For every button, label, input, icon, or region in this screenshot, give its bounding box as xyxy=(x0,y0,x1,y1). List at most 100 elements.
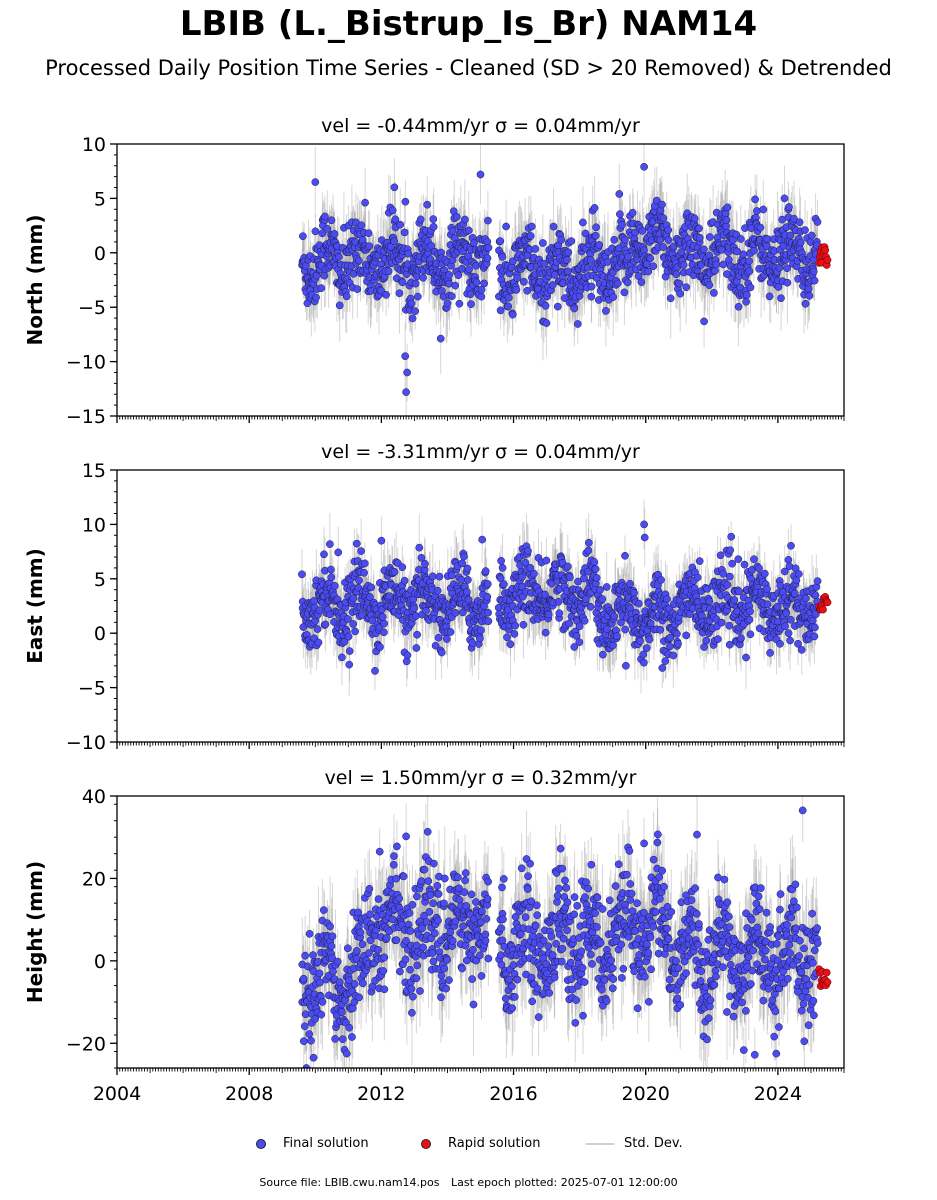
final-solution-point xyxy=(518,573,526,581)
final-solution-point xyxy=(504,293,513,302)
final-solution-point xyxy=(539,239,547,247)
final-solution-point xyxy=(523,286,532,295)
final-solution-point xyxy=(484,216,492,225)
final-solution-point xyxy=(695,224,703,233)
final-solution-point xyxy=(599,650,607,659)
final-solution-point xyxy=(497,556,505,565)
final-solution-point xyxy=(403,368,411,377)
final-solution-point xyxy=(795,218,804,227)
final-solution-point xyxy=(345,647,354,655)
y-tick-label: 10 xyxy=(82,134,106,156)
final-solution-point xyxy=(400,228,409,237)
final-solution-point xyxy=(422,606,430,615)
final-solution-point xyxy=(330,230,339,238)
final-solution-point xyxy=(796,238,805,247)
final-solution-point xyxy=(621,551,629,560)
final-solution-point xyxy=(700,317,708,326)
final-solution-point xyxy=(496,237,505,245)
final-solution-point xyxy=(472,278,481,287)
final-solution-point xyxy=(498,253,507,261)
final-solution-point xyxy=(609,641,617,650)
final-solution-point xyxy=(742,297,750,306)
y-axis-label: East (mm) xyxy=(23,548,47,664)
final-solution-point xyxy=(500,580,508,589)
final-solution-point xyxy=(511,621,520,630)
final-solution-point xyxy=(526,563,535,572)
final-solution-point xyxy=(429,222,438,231)
final-solution-point xyxy=(753,207,761,215)
final-solution-point xyxy=(367,583,376,592)
final-solution-point xyxy=(477,626,485,635)
final-solution-point xyxy=(355,576,363,585)
final-solution-point xyxy=(380,619,389,628)
final-solution-point xyxy=(335,301,344,310)
final-solution-point xyxy=(565,619,573,628)
final-solution-point xyxy=(659,243,667,251)
final-solution-point xyxy=(398,278,407,287)
final-solution-point xyxy=(496,306,505,315)
final-solution-point xyxy=(349,620,357,628)
final-solution-point xyxy=(496,574,505,583)
final-solution-point xyxy=(553,302,562,311)
final-solution-point xyxy=(610,235,619,244)
final-solution-point xyxy=(564,267,572,276)
final-solution-point xyxy=(360,568,368,577)
final-solution-point xyxy=(690,214,699,223)
final-solution-point xyxy=(722,216,731,224)
final-solution-point xyxy=(541,301,550,310)
final-solution-point xyxy=(419,273,427,282)
final-solution-point xyxy=(780,194,789,203)
final-solution-point xyxy=(402,388,410,396)
final-solution-point xyxy=(584,538,593,547)
final-solution-point xyxy=(544,610,553,619)
final-solution-point xyxy=(483,592,492,601)
final-solution-point xyxy=(567,237,576,245)
final-solution-point xyxy=(378,613,387,621)
final-solution-point xyxy=(531,245,540,253)
final-solution-point xyxy=(396,220,405,229)
final-solution-point xyxy=(360,559,369,568)
final-solution-point xyxy=(712,260,721,269)
final-solution-point xyxy=(548,281,557,289)
final-solution-point xyxy=(638,227,647,235)
final-solution-point xyxy=(434,633,443,642)
final-solution-point xyxy=(465,265,473,274)
final-solution-point xyxy=(809,267,818,276)
final-solution-point xyxy=(527,222,536,231)
final-solution-point xyxy=(675,279,684,288)
final-solution-point xyxy=(705,233,714,241)
final-solution-point xyxy=(807,231,816,240)
final-solution-point xyxy=(413,630,421,639)
final-solution-point xyxy=(676,289,685,298)
final-solution-point xyxy=(448,227,457,236)
final-solution-point xyxy=(344,632,353,641)
final-solution-point xyxy=(801,299,810,308)
final-solution-point xyxy=(540,259,549,268)
final-solution-point xyxy=(503,633,511,642)
final-solution-point xyxy=(416,215,425,224)
final-solution-point xyxy=(566,573,574,582)
final-solution-point xyxy=(595,241,604,249)
final-solution-point xyxy=(427,241,436,250)
final-solution-point xyxy=(340,637,349,646)
final-solution-point xyxy=(443,299,452,308)
final-solution-point xyxy=(468,638,477,647)
final-solution-point xyxy=(783,278,792,287)
final-solution-point xyxy=(616,210,624,219)
final-solution-point xyxy=(323,225,332,233)
final-solution-point xyxy=(452,213,461,221)
final-solution-point xyxy=(813,218,822,226)
final-solution-point xyxy=(413,292,422,301)
final-solution-point xyxy=(586,256,595,264)
final-solution-point xyxy=(733,247,742,256)
final-solution-point xyxy=(334,548,343,557)
final-solution-point xyxy=(751,195,759,204)
final-solution-point xyxy=(484,243,493,252)
final-solution-point xyxy=(587,282,596,291)
final-solution-point xyxy=(618,220,626,229)
final-solution-point xyxy=(705,281,714,289)
final-solution-point xyxy=(598,595,607,603)
final-solution-point xyxy=(570,304,579,313)
final-solution-point xyxy=(774,283,783,291)
final-solution-point xyxy=(584,546,593,555)
